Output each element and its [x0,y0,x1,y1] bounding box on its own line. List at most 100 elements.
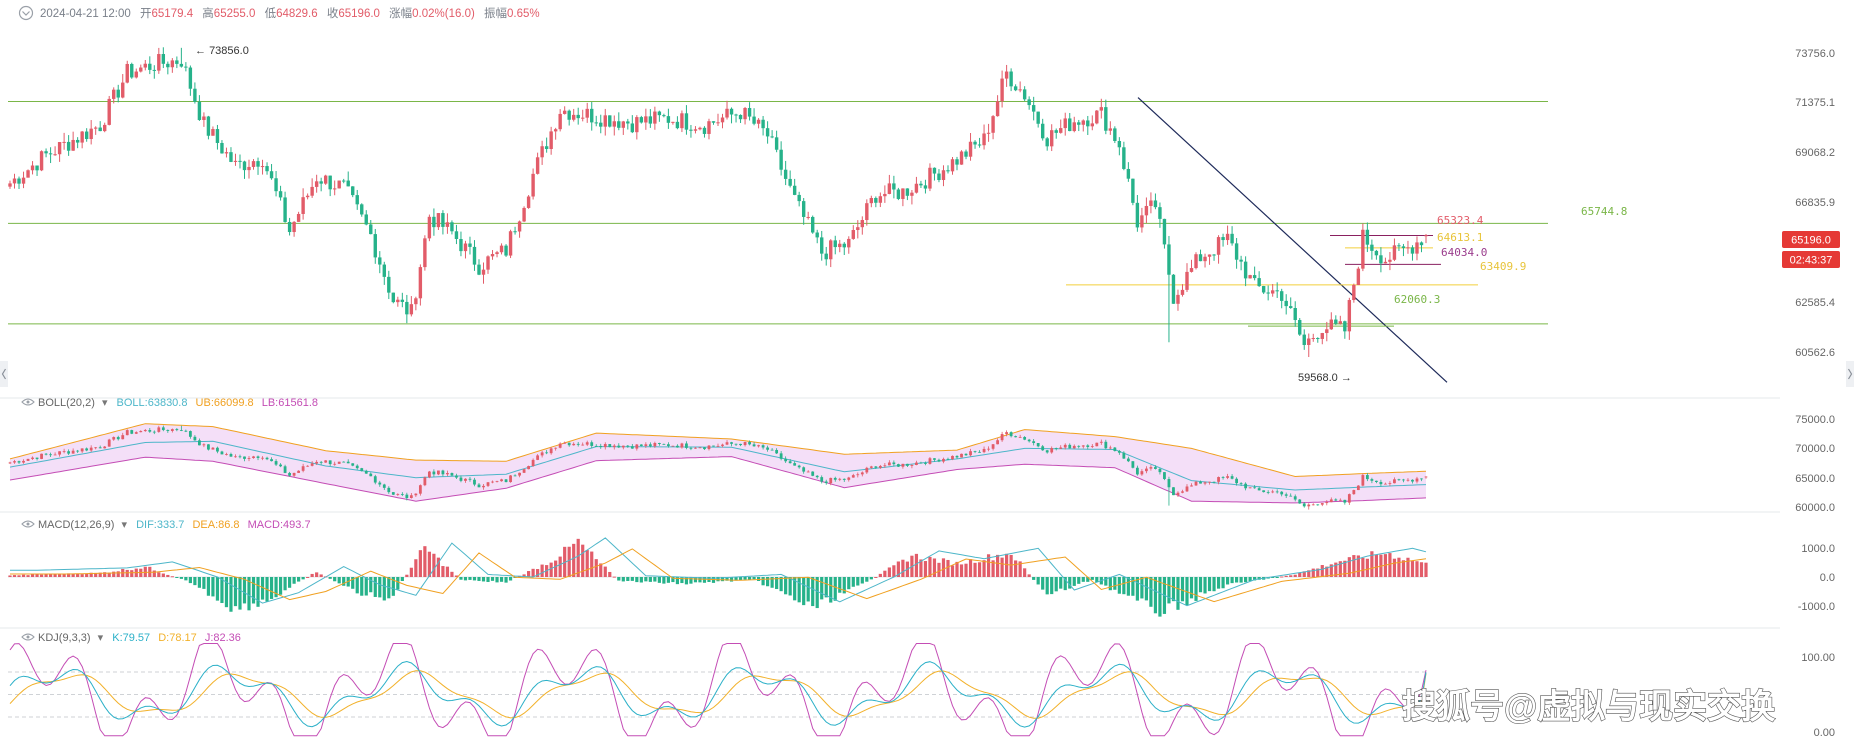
boll-candle-body [500,479,503,482]
macd-bar [1180,577,1185,602]
macd-bar [414,559,418,577]
boll-candle-body [887,462,891,466]
macd-bar [1045,577,1049,595]
candle-body [1334,319,1338,324]
boll-candle-body [806,471,810,473]
price-tick: 71375.1 [1795,97,1835,109]
macd-bar [423,546,427,577]
candle-body [964,151,968,157]
boll-candle-body [495,481,499,482]
boll-candle-body [134,432,138,434]
header-close-label: 收 [327,6,339,20]
boll-candle-body [725,442,729,445]
left-scroll-handle[interactable] [0,361,8,387]
candle-body [1022,89,1027,100]
candle-body [305,195,310,198]
current-price-tag [1782,231,1840,248]
macd-bar [477,577,481,581]
candle-body [603,115,607,127]
macd-bar [107,572,111,577]
candle-body [1284,300,1288,307]
boll-candle-body [1415,478,1419,482]
candle-body [107,98,111,125]
macd-bar [716,577,720,582]
macd-bar [396,577,400,590]
candle-body [278,191,283,198]
macd-bar [531,568,535,577]
candle-body [1004,71,1009,79]
boll-candle-body [1217,477,1220,482]
macd-bar [639,577,643,583]
candle-body [405,301,409,315]
macd-bar [820,577,824,600]
macd-bar [103,572,107,577]
boll-candle-body [1018,436,1022,438]
macd-bar [315,572,319,577]
candle-body [265,166,269,172]
candle-body [801,201,806,217]
boll-candle-body [978,451,981,453]
dropdown-icon[interactable]: ▾ [98,632,104,644]
macd-bar [621,577,625,582]
macd-bar [689,577,693,584]
candle-body [869,198,874,204]
macd-bar [1320,565,1324,577]
macd-bar [80,574,84,577]
boll-candle-body [1117,450,1121,453]
candle-body [1270,290,1275,294]
boll-candle-body [896,464,900,467]
candle-body [977,144,982,146]
macd-bar [179,577,183,579]
candle-body [93,127,98,129]
dropdown-icon[interactable]: ▾ [102,397,108,409]
boll-candle-body [1248,487,1252,489]
boll-candle-body [770,449,774,451]
macd-bar [1338,561,1342,577]
candle-body [599,122,603,127]
macd-bar [1257,577,1261,580]
boll-candle-body [838,478,842,480]
boll-candle-body [1185,486,1189,492]
right-scroll-handle[interactable] [1846,361,1854,387]
eye-icon[interactable] [21,398,35,406]
macd-bar [1158,577,1162,617]
candle-body [689,129,693,131]
macd-bar [977,562,982,577]
candle-body [143,63,147,68]
macd-bar [1325,566,1329,577]
macd-bar [775,577,779,590]
macd-bar [170,576,174,578]
boll-candle-body [13,461,16,463]
boll-lb: LB:61561.8 [262,397,318,409]
eye-icon[interactable] [21,520,35,528]
candle-body [792,185,797,195]
kdj-k-line [9,660,1427,728]
price-axis[interactable]: 73756.0 71375.1 69068.2 66835.9 62585.4 … [1782,48,1840,359]
candle-body [1406,247,1410,249]
macd-bar [554,560,558,577]
boll-candle-body [1158,468,1162,473]
macd-bar [427,551,431,577]
candle-body [1370,244,1374,251]
macd-bar [635,577,639,583]
kdj-tick: 0.00 [1814,727,1835,739]
watermark: 搜狐号@虚拟与现实交换 [1402,687,1775,726]
eye-icon[interactable] [21,633,35,641]
boll-candle-body [1086,445,1090,448]
macd-bar [599,563,603,577]
boll-candle-body [707,445,711,450]
boll-candle-body [987,448,990,450]
candle-body [80,131,84,143]
macd-bar [30,574,35,577]
dropdown-icon[interactable]: ▾ [121,519,127,531]
macd-bar [802,577,806,606]
collapse-icon[interactable] [18,5,34,21]
candle-body [517,221,522,232]
candle-body [445,222,450,227]
macd-bar [202,577,206,589]
macd-value: MACD:493.7 [248,519,311,531]
macd-bar [486,577,490,582]
candle-body [1307,338,1311,345]
